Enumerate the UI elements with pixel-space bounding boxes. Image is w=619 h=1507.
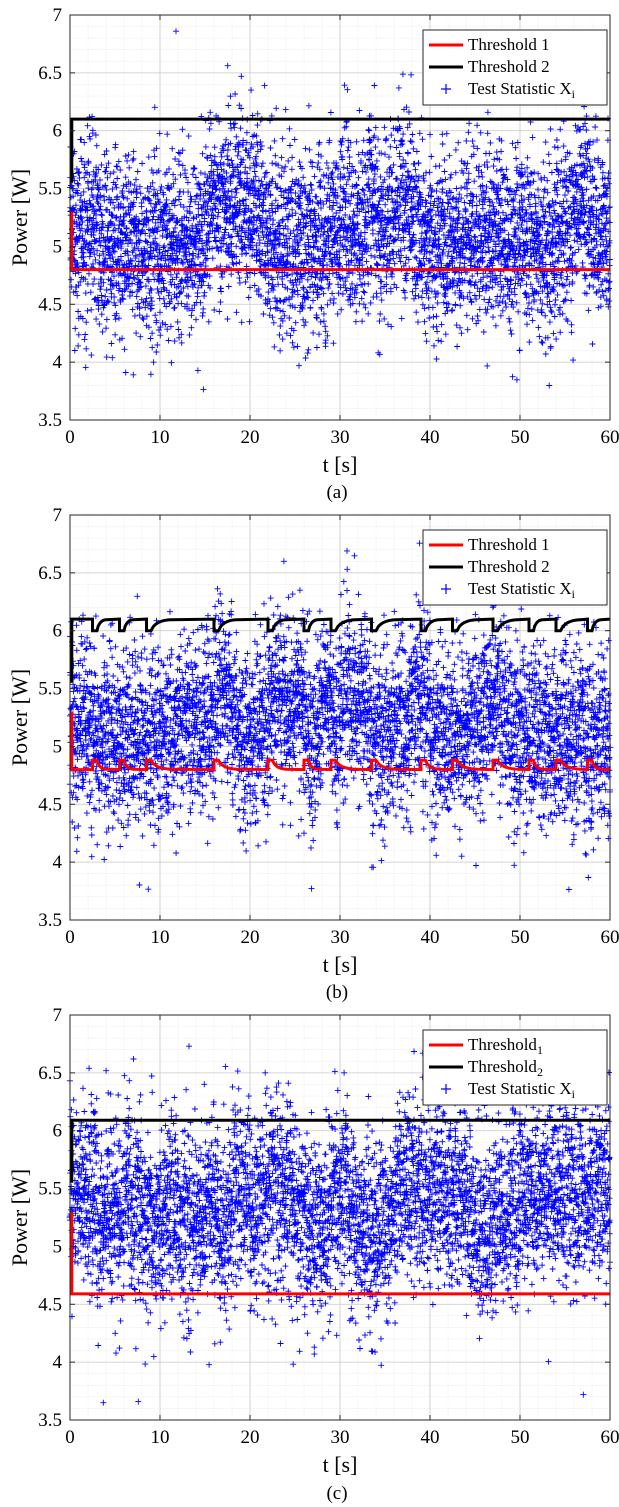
legend-marker-swatch [441,1084,451,1094]
y-axis-label: Power [W] [7,669,32,766]
x-tick-label: 30 [331,1427,350,1448]
legend-entry-label: Threshold 2 [468,57,550,76]
x-tick-label: 60 [601,427,619,448]
legend-entry-label: Test Statistic Xi [468,1079,576,1101]
y-tick-label: 4.5 [38,1294,62,1315]
x-tick-label: 40 [421,427,440,448]
x-tick-label: 10 [151,927,170,948]
y-tick-label: 3.5 [38,910,62,931]
x-tick-label: 20 [241,927,260,948]
x-tick-label: 50 [511,1427,530,1448]
legend-entry-label: Threshold 1 [468,535,550,554]
threshold-line-2 [70,617,611,683]
threshold-line-1 [70,1211,610,1296]
x-tick-label: 50 [511,427,530,448]
x-axis-label: t [s] [323,952,358,977]
legend: Threshold 1 Threshold 2 Test Statistic Xi [422,529,608,606]
panel-caption: (a) [326,482,347,503]
y-tick-label: 6.5 [38,1063,62,1084]
y-tick-label: 6 [53,1121,63,1142]
legend-entry-label: Threshold1 [468,1035,543,1057]
legend: Threshold 1 Threshold 2 Test Statistic Xi [422,29,608,106]
y-tick-label: 7 [53,5,63,26]
legend-entry-label: Threshold 1 [468,35,550,54]
x-tick-label: 10 [151,1427,170,1448]
x-tick-label: 40 [421,1427,440,1448]
threshold-line-2 [70,1118,610,1183]
threshold-line-1 [70,211,610,272]
y-tick-label: 7 [53,505,63,526]
x-tick-label: 60 [601,927,619,948]
x-tick-label: 0 [65,927,75,948]
y-tick-label: 4.5 [38,794,62,815]
y-tick-label: 5 [53,1236,63,1257]
y-tick-label: 3.5 [38,1410,62,1431]
y-tick-label: 5.5 [38,679,62,700]
x-tick-label: 0 [65,427,75,448]
y-tick-label: 4.5 [38,294,62,315]
y-tick-label: 4 [53,1352,63,1373]
x-tick-label: 10 [151,427,170,448]
chart-panel-0: 0 10 20 30 40 50 60 3.5 4 4.5 5 5.5 6 6.5 7 t [s] Power … [7,5,619,503]
y-tick-label: 5.5 [38,179,62,200]
y-tick-label: 3.5 [38,410,62,431]
y-tick-label: 7 [53,1005,63,1026]
y-tick-label: 4 [53,352,63,373]
legend-marker-swatch [441,84,451,94]
legend-entry-label: Test Statistic Xi [468,79,576,101]
y-tick-label: 6.5 [38,563,62,584]
legend-entry-label: Test Statistic Xi [468,579,576,601]
panel-caption: (b) [326,982,348,1003]
x-tick-label: 40 [421,927,440,948]
chart-panel-2: 0 10 20 30 40 50 60 3.5 4 4.5 5 5.5 6 6.5 7 t [s] Power … [7,1005,619,1504]
x-tick-label: 50 [511,927,530,948]
x-tick-label: 20 [241,427,260,448]
y-tick-label: 5.5 [38,1179,62,1200]
panel-caption: (c) [326,1483,347,1504]
threshold-line-2 [70,117,610,183]
legend-entry-label: Threshold 2 [468,557,550,576]
x-tick-label: 20 [241,1427,260,1448]
y-tick-label: 5 [53,236,63,257]
y-tick-label: 5 [53,736,63,757]
y-axis-label: Power [W] [7,1169,32,1266]
y-tick-label: 6 [53,121,63,142]
legend-marker-swatch [441,584,451,594]
threshold-line-1 [70,711,611,772]
x-tick-label: 60 [601,1427,619,1448]
y-tick-label: 4 [53,852,63,873]
x-tick-label: 0 [65,1427,75,1448]
x-axis-label: t [s] [323,1452,358,1477]
chart-panel-1: 0 10 20 30 40 50 60 3.5 4 4.5 5 5.5 6 6.5 7 t [s] Power … [7,505,619,1003]
y-tick-label: 6 [53,621,63,642]
x-tick-label: 30 [331,427,350,448]
y-axis-label: Power [W] [7,169,32,266]
legend-entry-label: Threshold2 [468,1057,543,1079]
x-tick-label: 30 [331,927,350,948]
x-axis-label: t [s] [323,452,358,477]
y-tick-label: 6.5 [38,63,62,84]
